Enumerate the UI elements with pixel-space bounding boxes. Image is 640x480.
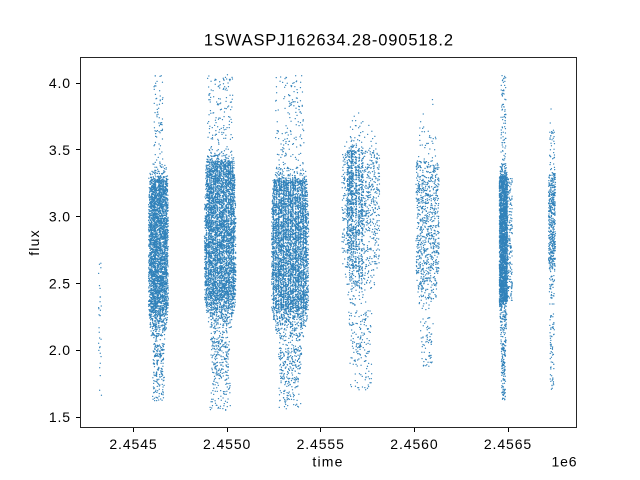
svg-text:1.5: 1.5 (49, 409, 71, 425)
svg-text:2.4550: 2.4550 (203, 436, 251, 452)
svg-text:2.4555: 2.4555 (297, 436, 345, 452)
svg-text:4.0: 4.0 (49, 75, 71, 91)
svg-text:3.0: 3.0 (49, 209, 71, 225)
svg-text:2.4545: 2.4545 (109, 436, 157, 452)
svg-text:flux: flux (26, 229, 42, 256)
svg-text:3.5: 3.5 (49, 142, 71, 158)
svg-text:2.0: 2.0 (49, 342, 71, 358)
svg-text:time: time (312, 454, 343, 470)
svg-text:1SWASPJ162634.28-090518.2: 1SWASPJ162634.28-090518.2 (204, 32, 454, 50)
svg-text:2.4565: 2.4565 (484, 436, 532, 452)
svg-text:2.5: 2.5 (49, 275, 71, 291)
svg-text:1e6: 1e6 (551, 453, 577, 469)
svg-text:2.4560: 2.4560 (390, 436, 438, 452)
